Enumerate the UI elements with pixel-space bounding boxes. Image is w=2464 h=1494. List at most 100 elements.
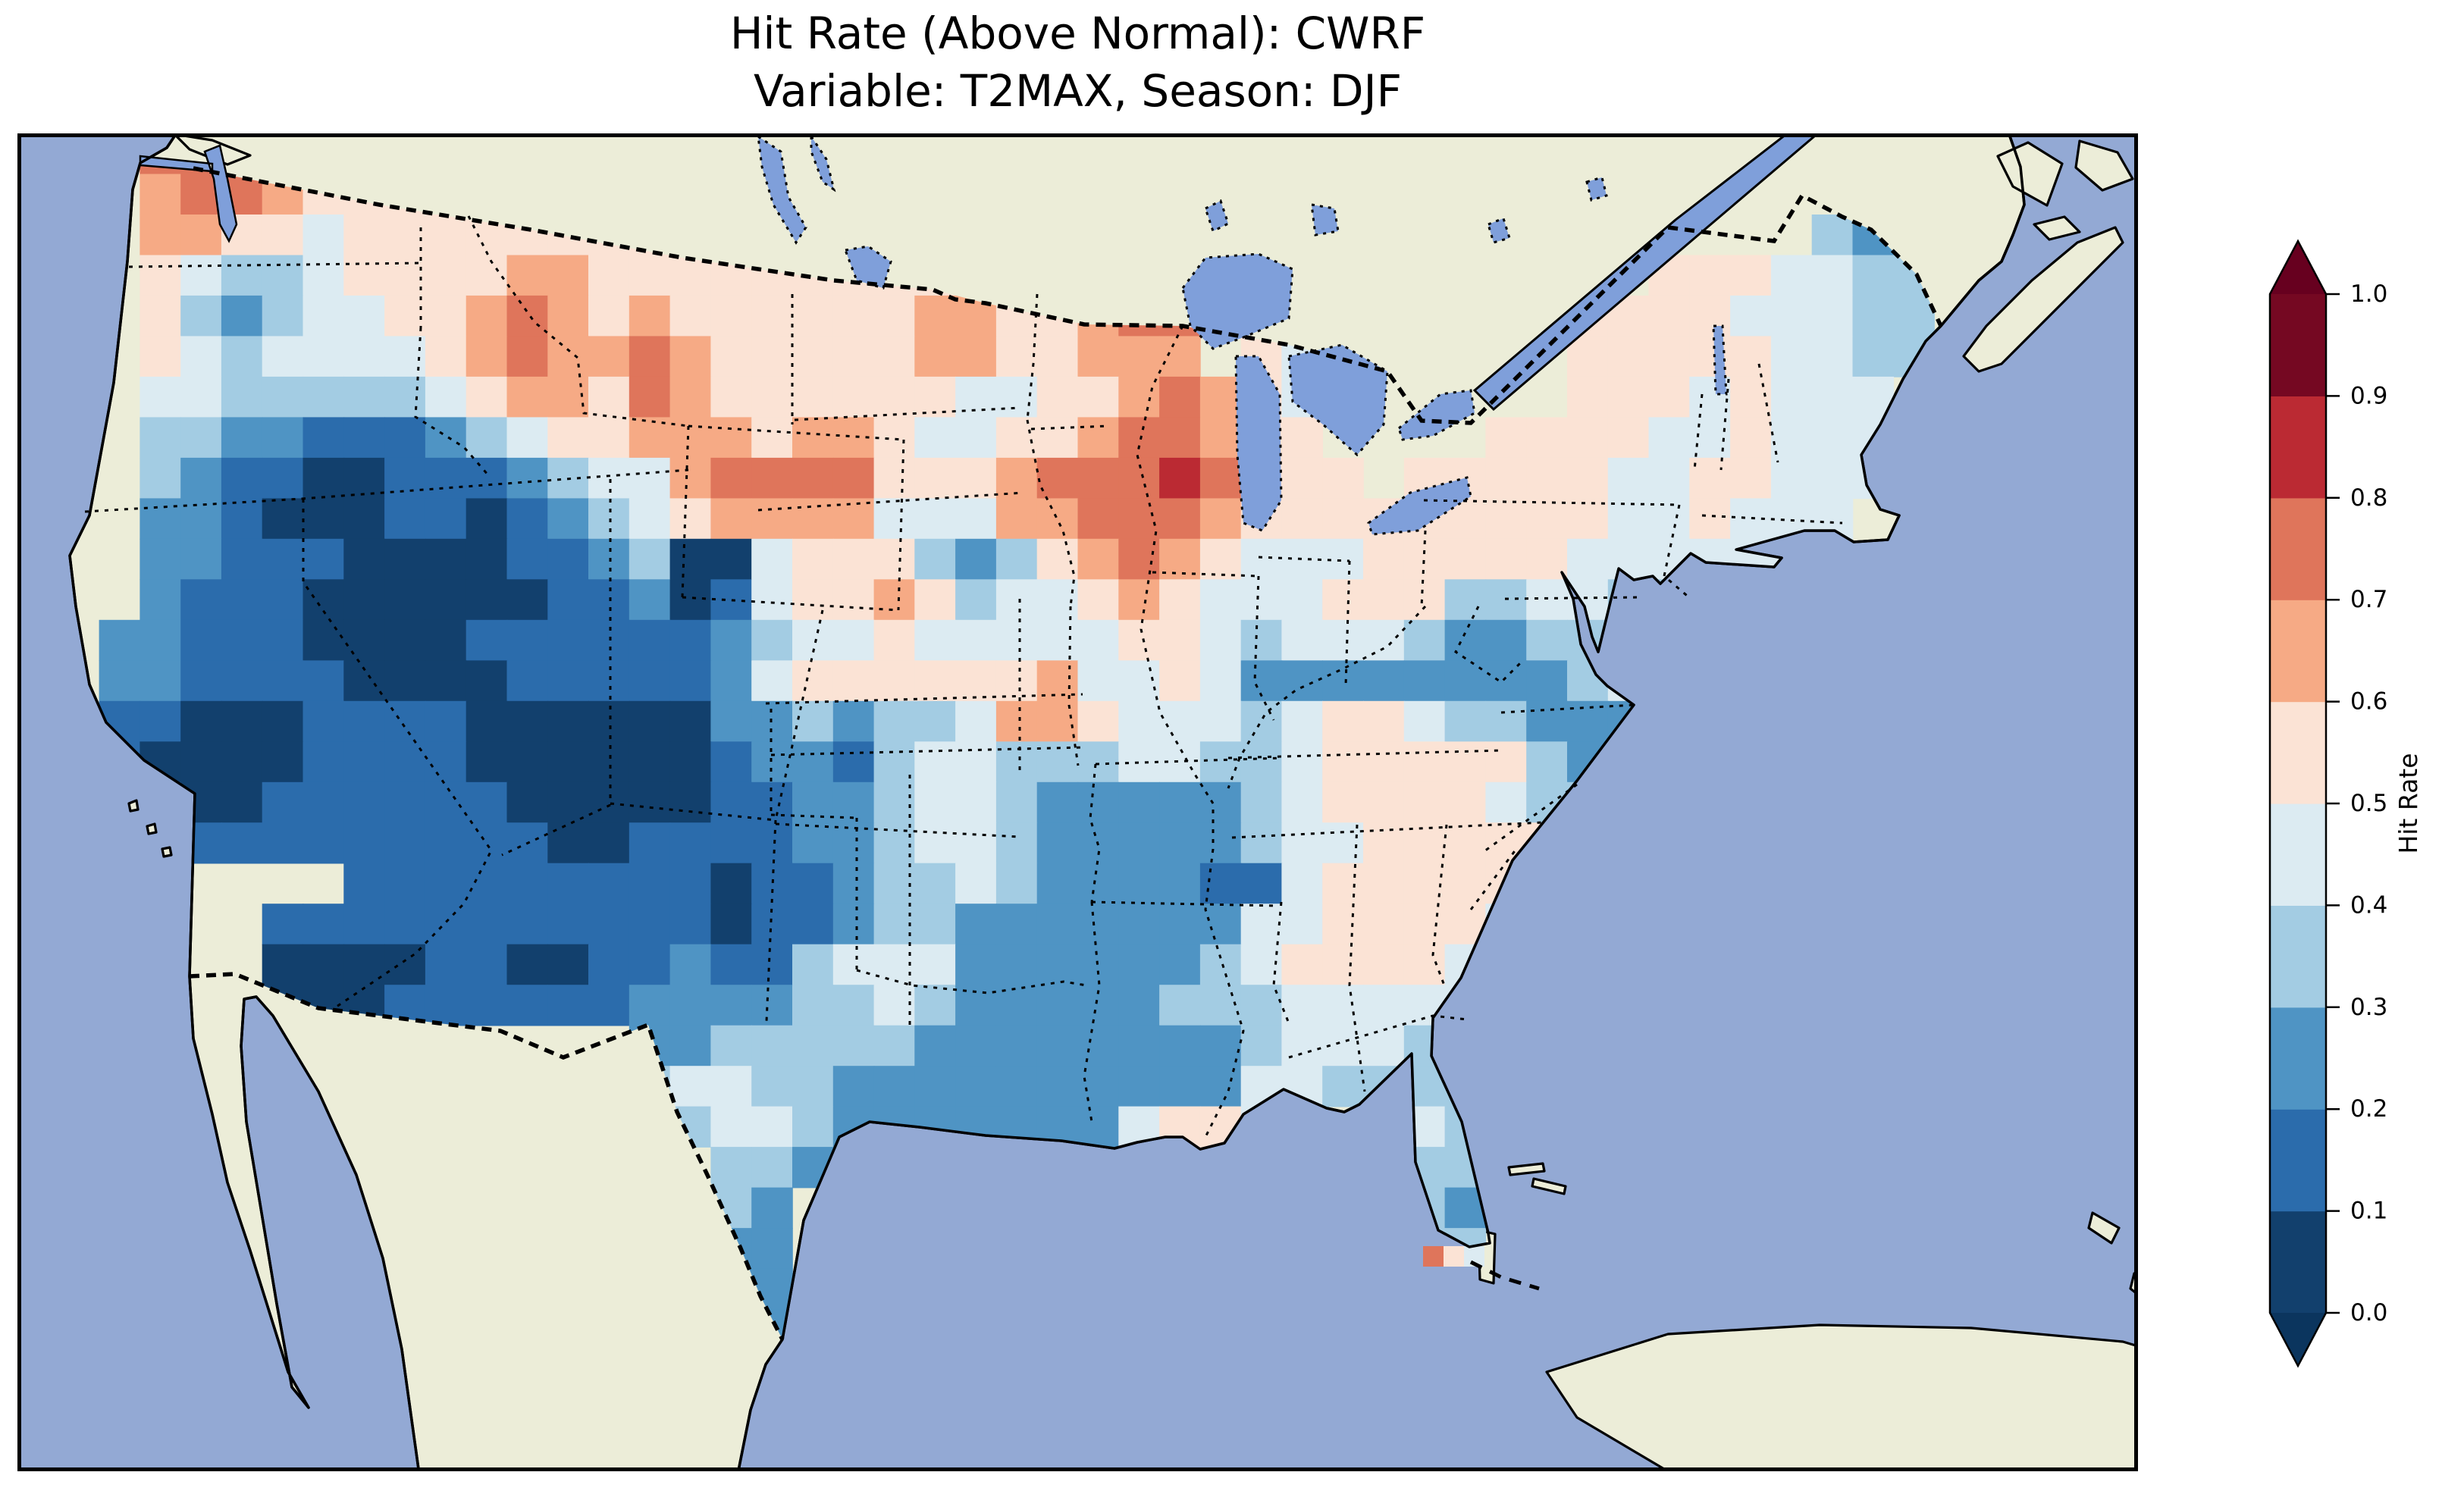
heatmap-cell xyxy=(1363,619,1405,662)
heatmap-cell xyxy=(1526,619,1568,662)
heatmap-cell xyxy=(710,538,752,581)
heatmap-cell xyxy=(1036,863,1079,904)
heatmap-cell xyxy=(751,1025,793,1066)
state-border xyxy=(1067,606,1080,766)
heatmap-cell xyxy=(1036,822,1079,864)
colorbar-bin-5 xyxy=(2270,701,2326,804)
heatmap-cell xyxy=(710,295,752,337)
lake xyxy=(1397,389,1476,441)
heatmap-cell xyxy=(955,944,997,985)
heatmap-cell xyxy=(140,457,181,500)
heatmap-cell xyxy=(1607,457,1650,500)
heatmap-cell xyxy=(955,700,997,743)
heatmap-cell xyxy=(1077,1066,1120,1107)
colorbar-tick-label: 0.5 xyxy=(2350,790,2387,817)
heatmap-cell xyxy=(1444,538,1487,581)
heatmap-cell xyxy=(1077,376,1120,418)
heatmap-cell xyxy=(303,295,345,337)
heatmap-cell xyxy=(425,295,467,337)
heatmap-cell xyxy=(466,781,508,824)
heatmap-cell xyxy=(710,1147,752,1189)
heatmap-cell xyxy=(710,781,752,824)
state-border xyxy=(1030,439,1076,607)
heatmap-cell xyxy=(669,579,712,621)
heatmap-cell xyxy=(629,904,671,945)
heatmap-cell xyxy=(1240,863,1283,904)
heatmap-cell xyxy=(1077,336,1120,377)
heatmap-cell xyxy=(792,863,834,904)
heatmap-cell xyxy=(873,295,916,337)
heatmap-cell xyxy=(221,498,263,540)
heatmap-cell xyxy=(262,417,304,459)
heatmap-cell xyxy=(1077,944,1120,985)
heatmap-cell xyxy=(303,255,345,296)
heatmap-cell xyxy=(792,376,834,418)
colorbar-bin-7 xyxy=(2270,497,2326,600)
heatmap-cell xyxy=(1036,700,1079,743)
heatmap-cell xyxy=(1648,376,1691,418)
heatmap-cell xyxy=(995,619,1038,662)
heatmap-cell xyxy=(262,944,304,985)
heatmap-cell xyxy=(955,822,997,864)
heatmap-cell xyxy=(588,660,630,702)
state-border xyxy=(1420,530,1427,607)
heatmap-cell xyxy=(832,781,875,824)
heatmap-cell xyxy=(425,700,467,743)
heatmap-cell xyxy=(180,700,222,743)
heatmap-cell xyxy=(669,417,712,459)
heatmap-cell xyxy=(710,863,752,904)
heatmap-cell xyxy=(1159,660,1201,702)
heatmap-cell xyxy=(832,904,875,945)
heatmap-cell xyxy=(1077,1025,1120,1066)
heatmap-cell xyxy=(1118,822,1160,864)
heatmap-cell xyxy=(343,538,385,581)
heatmap-cell xyxy=(1118,457,1160,500)
heatmap-cell xyxy=(873,700,916,743)
heatmap-cell xyxy=(262,822,304,864)
heatmap-cell xyxy=(140,417,181,459)
heatmap-cell xyxy=(669,457,712,500)
heatmap-cell xyxy=(955,741,997,783)
heatmap-cell xyxy=(873,1025,916,1066)
heatmap-cell xyxy=(1199,741,1242,783)
state-border xyxy=(302,499,493,1011)
heatmap-cell xyxy=(995,904,1038,945)
heatmap-cell xyxy=(384,538,426,581)
heatmap-cell xyxy=(1770,417,1813,459)
heatmap-cell xyxy=(1403,741,1446,783)
heatmap-cell xyxy=(751,1106,793,1148)
heatmap-cell xyxy=(1281,944,1323,985)
heatmap-cell xyxy=(955,376,997,418)
heatmap-cell xyxy=(384,904,426,945)
heatmap-cell xyxy=(1077,498,1120,540)
colorbar-bin-4 xyxy=(2270,803,2326,906)
heatmap-cell xyxy=(710,700,752,743)
heatmap-cell xyxy=(140,215,181,256)
heatmap-cell xyxy=(343,215,385,256)
heatmap-cell xyxy=(466,417,508,459)
heatmap-cell xyxy=(1118,1025,1160,1066)
heatmap-cell xyxy=(955,1025,997,1066)
heatmap-cell xyxy=(303,822,345,864)
heatmap-cell xyxy=(792,619,834,662)
heatmap-cell xyxy=(751,822,793,864)
heatmap-cell xyxy=(466,538,508,581)
heatmap-cell xyxy=(1811,295,1854,337)
heatmap-cell xyxy=(1444,660,1487,702)
heatmap-cell xyxy=(1852,336,1895,377)
state-border xyxy=(1089,763,1101,903)
heatmap-cell xyxy=(384,498,426,540)
heatmap-cell xyxy=(588,579,630,621)
heatmap-cell xyxy=(710,619,752,662)
heatmap-cell xyxy=(629,863,671,904)
heatmap-cell xyxy=(1199,904,1242,945)
state-border xyxy=(1504,596,1638,600)
heatmap-cell xyxy=(1281,700,1323,743)
colorbar-bin-0 xyxy=(2270,1211,2326,1314)
heatmap-cell xyxy=(425,376,467,418)
heatmap-cell xyxy=(1281,417,1323,459)
heatmap-cell xyxy=(221,538,263,581)
heatmap-cell xyxy=(1444,741,1487,783)
heatmap-cell xyxy=(466,822,508,864)
heatmap-cell xyxy=(1159,457,1201,500)
